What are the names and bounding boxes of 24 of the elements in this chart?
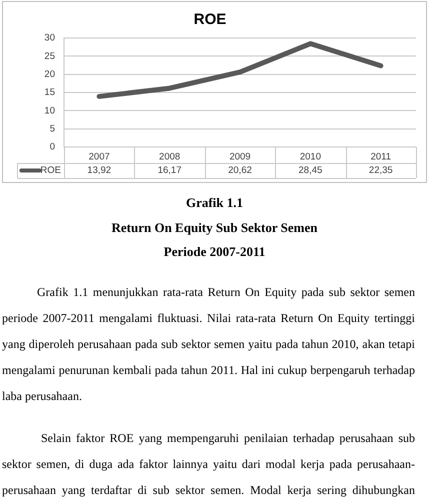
text: Grafik 1.1 (184, 194, 244, 212)
chart-title: ROE (194, 11, 226, 28)
x-tick-label: 2008 (159, 151, 180, 162)
y-tick-label: 30 (44, 32, 55, 44)
y-tick-label: 20 (44, 68, 55, 80)
y-tick-label: 25 (44, 50, 55, 62)
data-label: 28,45 (298, 165, 322, 176)
y-tick-label: 15 (44, 87, 55, 98)
x-tick-label: 2009 (229, 151, 251, 162)
y-tick-label: 10 (44, 105, 55, 116)
text: Periode 2007-2011 (162, 243, 266, 261)
data-label: 16,17 (158, 165, 182, 176)
x-tick-label: 2010 (300, 151, 321, 162)
legend-label: ROE (40, 165, 62, 176)
text: Grafik 1.1 menunjukkan rata-rata Return On Equity pada sub sektor semen periode 2007-2011 mengalami fluktuasi. Nilai rata-rata Return On Equity tertinggi yang diperoleh perusahaan pada sub sektor semen yaitu pada tahun 2010, akan tetapi mengalami penurunan kembali pada tahun 2011. Hal ini cukup berpengaruh terhadap laba perusahaan. (2, 284, 415, 404)
x-tick-label: 2011 (370, 151, 392, 162)
data-label: 13,92 (87, 165, 112, 176)
text: Return On Equity Sub Sektor Semen (110, 218, 318, 237)
data-label: 20,62 (228, 165, 252, 176)
y-tick-label: 0 (50, 142, 55, 153)
x-tick-label: 2007 (88, 151, 110, 162)
y-tick-label: 5 (50, 123, 55, 134)
data-label: 22,35 (368, 165, 393, 176)
text: Selain faktor ROE yang mempengaruhi penilaian terhadap perusahaan sub sektor semen, di duga ada faktor lainnya yaitu dari modal kerja pada perusahaan-perusahaan yang terdaftar di sub sektor semen. Modal kerja sering dihubungkan (2, 430, 415, 499)
